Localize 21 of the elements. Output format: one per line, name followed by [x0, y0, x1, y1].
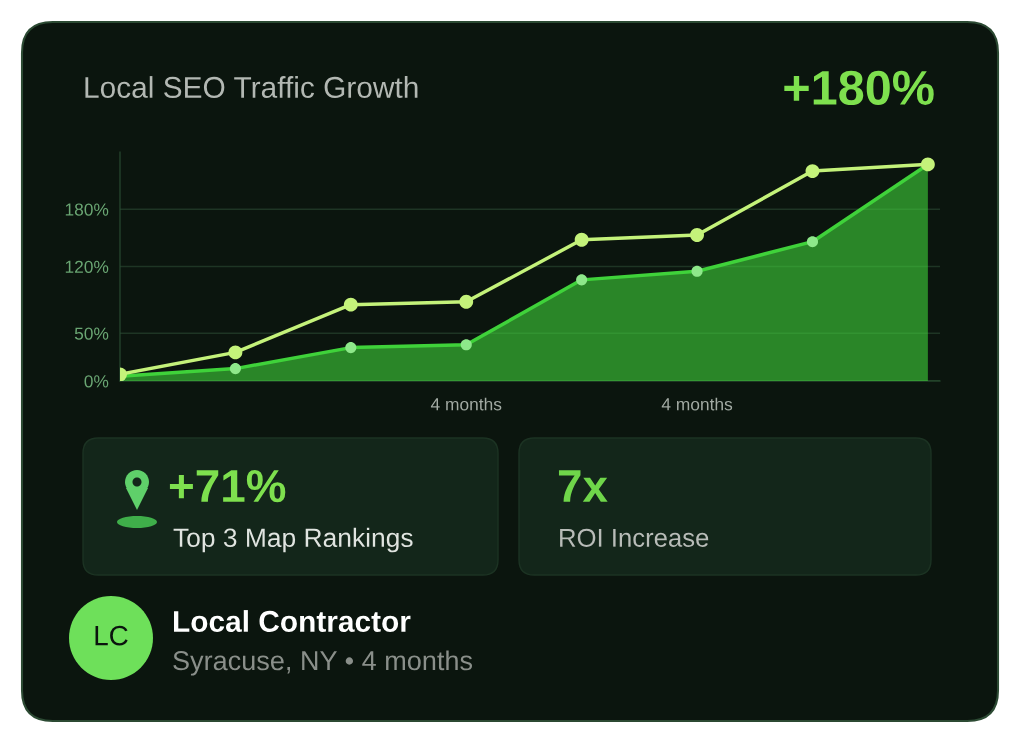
- point: [459, 294, 474, 309]
- text: Syracuse, NY • 4 months: [173, 650, 473, 676]
- y-tick-label: 180%: [65, 203, 109, 216]
- chart-title: Local SEO Traffic Growth: [85, 76, 418, 99]
- point: [343, 297, 358, 312]
- text: LC: [95, 625, 128, 646]
- point: [228, 345, 243, 360]
- text: +180%: [784, 70, 934, 106]
- point: [574, 232, 589, 247]
- point: [805, 164, 820, 179]
- y-tick-label: 0%: [84, 375, 109, 388]
- point: [690, 228, 704, 242]
- y-tick-label: 50%: [74, 327, 109, 340]
- text: ROI Increase: [560, 528, 709, 547]
- x-tick-label: 4 months: [430, 397, 502, 411]
- y-tick-label: 120%: [65, 260, 109, 273]
- text: +71%: [169, 469, 286, 503]
- text: Top 3 Map Rankings: [173, 527, 413, 553]
- text: Local Contractor: [174, 610, 411, 633]
- text: 7x: [558, 470, 608, 502]
- x-tick-label: 4 months: [661, 397, 733, 411]
